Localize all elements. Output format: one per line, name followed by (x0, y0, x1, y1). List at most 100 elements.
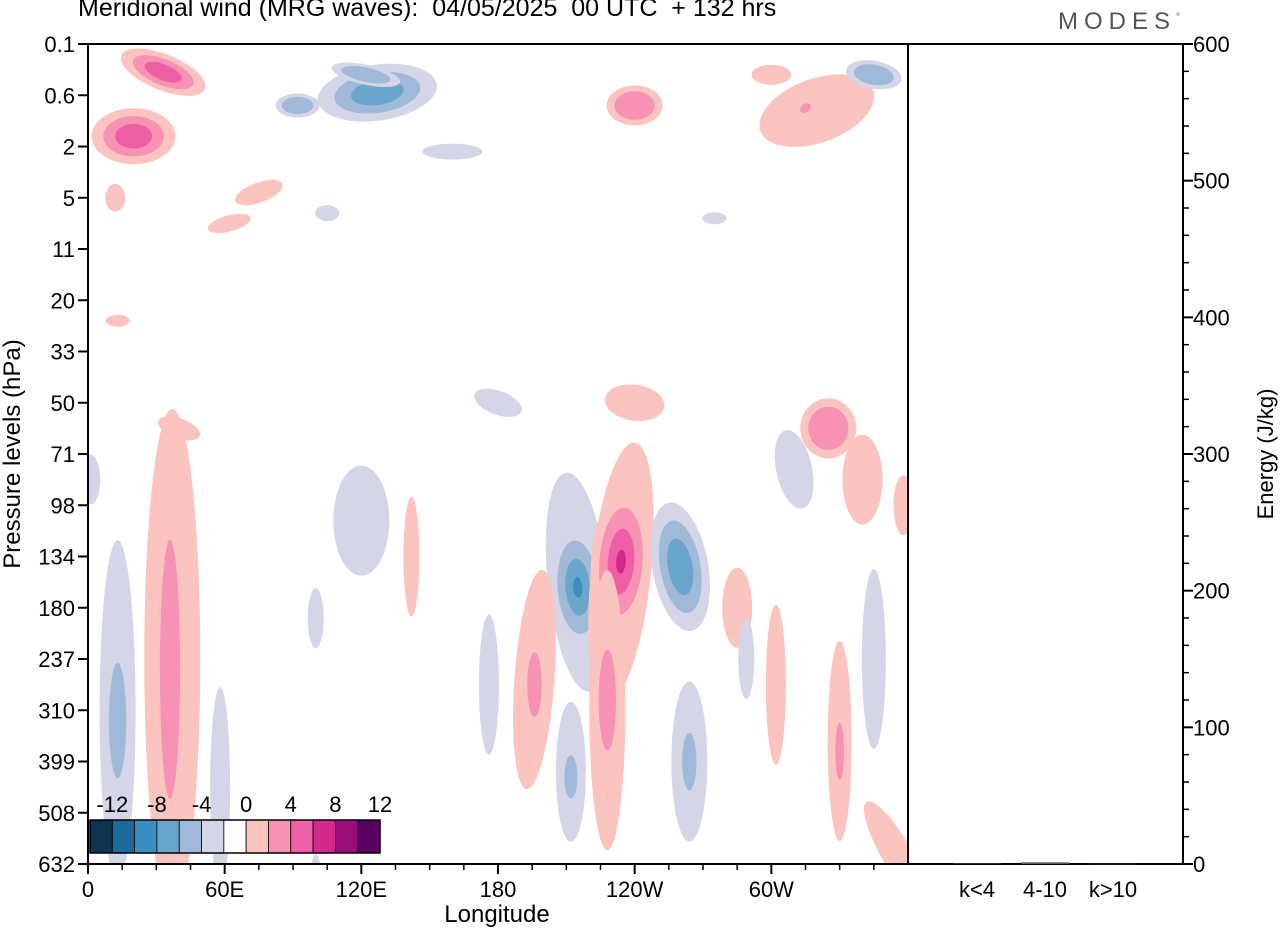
energy-bar (1089, 863, 1137, 865)
y-tick-label: 0.1 (44, 32, 75, 57)
contour-patch (144, 61, 182, 83)
contour-patch (702, 212, 727, 225)
x-axis: 0 60E 120E 180 120W 60W (82, 864, 875, 902)
colorbar-swatch (357, 819, 381, 854)
contour-patch (235, 179, 283, 206)
x-axis-label: Longitude (444, 901, 549, 928)
contour-patch (751, 64, 792, 85)
contour-patch (341, 65, 391, 84)
y-tick-label: 508 (38, 801, 75, 826)
contour-patch (573, 576, 583, 598)
colorbar-label: 4 (285, 792, 297, 817)
y-tick-label: 399 (38, 750, 75, 775)
contour-patch (105, 314, 130, 327)
contour-patch (667, 538, 694, 595)
energy-bar (1021, 862, 1069, 864)
contour-patch (105, 183, 126, 212)
colorbar-swatch (245, 819, 269, 854)
contour-patch (115, 123, 153, 149)
colorbar-swatch (223, 819, 247, 854)
x-tick-label: 120E (336, 877, 387, 902)
y-tick-label: 0.6 (44, 83, 75, 108)
colorbar-swatch (178, 819, 202, 854)
contour-patch (207, 213, 251, 233)
y-tick-label: 50 (51, 391, 75, 416)
contour-patch (738, 619, 755, 699)
contour-patch (88, 454, 101, 505)
contour-patch (835, 722, 844, 781)
colorbar-swatch (89, 819, 113, 854)
contour-patch (311, 854, 321, 864)
energy-tick-label: 300 (1193, 442, 1230, 467)
colorbar-swatch (334, 819, 359, 854)
colorbar-label: 8 (329, 792, 341, 817)
x-tick-label: 120W (606, 877, 664, 902)
energy-bars: k<4 4-10 k>10 (953, 862, 1137, 902)
energy-tick-label: 0 (1193, 852, 1205, 877)
contour-patch (604, 384, 665, 422)
energy-tick-label: 200 (1193, 579, 1230, 604)
colorbar-swatch (111, 819, 136, 854)
y-tick-label: 2 (63, 135, 75, 160)
colorbar-label: -8 (147, 792, 167, 817)
contour-patch (759, 74, 875, 148)
energy-axis: 0 100 200 300 400 500 600 (1183, 32, 1230, 877)
y-tick-label: 134 (38, 545, 75, 570)
contour-patch (614, 91, 655, 120)
contour-patch (474, 388, 522, 417)
y-axis: 0.1 0.6 2 5 11 20 33 50 71 98 134 180 237 310 399 508 63… (38, 32, 88, 877)
contour-patch (527, 652, 542, 718)
colorbar-swatch (201, 819, 225, 854)
energy-category-label: 4-10 (1023, 877, 1067, 902)
colorbar-swatch (268, 819, 292, 854)
contour-field (88, 48, 908, 864)
x-tick-label: 180 (480, 877, 517, 902)
colorbar-swatch (290, 819, 314, 854)
modes-logo: MODES° (1058, 8, 1181, 35)
x-tick-label: 60W (749, 877, 794, 902)
energy-category-label: k>10 (1089, 877, 1137, 902)
energy-tick-label: 500 (1193, 169, 1230, 194)
contour-patch (598, 649, 616, 751)
x-tick-label: 0 (82, 877, 94, 902)
contour-patch (159, 539, 181, 799)
y-tick-label: 33 (51, 340, 75, 365)
contour-patch (800, 103, 811, 113)
chart-title: Meridional wind (MRG waves): 04/05/2025 … (78, 0, 777, 22)
contour-patch (315, 205, 340, 222)
contour-patch (564, 755, 578, 799)
contour-patch (616, 549, 626, 574)
contour-patch (893, 475, 908, 536)
colorbar-label: -4 (192, 792, 212, 817)
y-tick-label: 20 (51, 288, 75, 313)
contour-patch (853, 64, 894, 86)
energy-tick-label: 400 (1193, 305, 1230, 330)
contour-patch (765, 604, 786, 765)
logo-mark: ° (1176, 12, 1181, 23)
contour-patch (808, 406, 849, 450)
colorbar-swatch (134, 819, 158, 854)
energy-category-label: k<4 (959, 877, 995, 902)
y-tick-label: 310 (38, 698, 75, 723)
y-axis-label: Pressure levels (hPa) (0, 339, 26, 568)
y-tick-label: 237 (38, 647, 75, 672)
contour-patch (210, 687, 231, 864)
energy-bar (953, 863, 1001, 864)
contour-patch (422, 143, 483, 160)
contour-patch (861, 569, 886, 749)
energy-tick-label: 100 (1193, 715, 1230, 740)
y-tick-label: 71 (51, 442, 75, 467)
colorbar-frame (89, 819, 381, 854)
contour-patch (108, 662, 127, 779)
colorbar-label: -12 (96, 792, 128, 817)
colorbar-swatch (156, 819, 180, 854)
y-tick-label: 5 (63, 186, 75, 211)
contour-patch (333, 465, 390, 576)
y-tick-label: 98 (51, 493, 75, 518)
contour-patch (774, 430, 814, 509)
contour-patch (478, 614, 499, 755)
colorbar-label: 0 (240, 792, 252, 817)
contour-patch (842, 434, 883, 525)
x-tick-label: 60E (205, 877, 244, 902)
colorbar-swatch (312, 819, 336, 854)
